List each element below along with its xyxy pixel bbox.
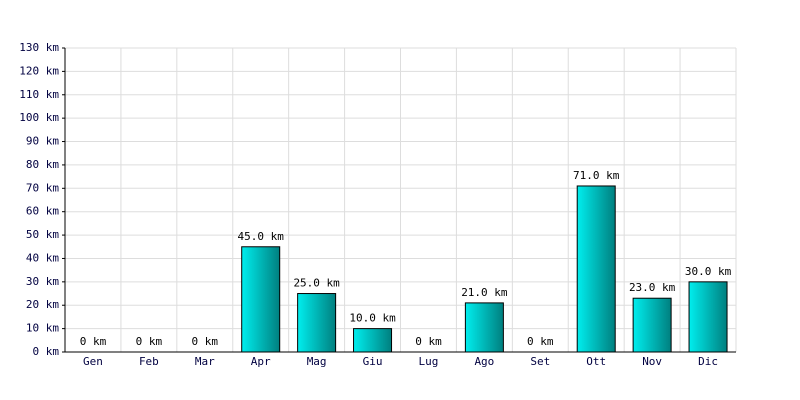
bar — [632, 297, 672, 353]
y-tick-label: 90 km — [26, 135, 59, 148]
y-tick-label: 30 km — [26, 275, 59, 288]
value-label: 10.0 km — [349, 312, 396, 325]
value-label: 23.0 km — [629, 281, 676, 294]
bar — [688, 281, 728, 353]
x-tick-label: Feb — [139, 355, 159, 368]
x-tick-label: Dic — [698, 355, 718, 368]
x-tick-label: Ago — [474, 355, 494, 368]
value-label: 0 km — [80, 335, 107, 348]
value-label: 30.0 km — [685, 265, 732, 278]
x-tick-label: Ott — [586, 355, 606, 368]
bar — [464, 302, 504, 353]
value-label: 45.0 km — [238, 230, 285, 243]
y-tick-label: 120 km — [19, 64, 59, 77]
y-tick-label: 70 km — [26, 181, 59, 194]
x-tick-label: Nov — [642, 355, 662, 368]
y-tick-label: 40 km — [26, 251, 59, 264]
value-label: 21.0 km — [461, 286, 508, 299]
y-tick-label: 80 km — [26, 158, 59, 171]
bar — [297, 293, 337, 353]
value-label: 0 km — [192, 335, 219, 348]
bar — [353, 328, 393, 353]
y-tick-label: 100 km — [19, 111, 59, 124]
y-tick-label: 10 km — [26, 322, 59, 335]
value-label: 71.0 km — [573, 169, 620, 182]
bar — [576, 185, 616, 353]
y-tick-label: 50 km — [26, 228, 59, 241]
y-tick-label: 60 km — [26, 205, 59, 218]
y-tick-label: 20 km — [26, 298, 59, 311]
value-label: 0 km — [527, 335, 554, 348]
x-tick-label: Giu — [363, 355, 383, 368]
bar — [241, 246, 281, 353]
x-tick-label: Set — [530, 355, 550, 368]
y-tick-label: 130 km — [19, 41, 59, 54]
x-tick-label: Apr — [251, 355, 271, 368]
y-tick-label: 0 km — [33, 345, 60, 358]
x-tick-label: Mar — [195, 355, 215, 368]
x-tick-label: Mag — [307, 355, 327, 368]
y-tick-label: 110 km — [19, 88, 59, 101]
value-label: 25.0 km — [293, 277, 340, 290]
value-label: 0 km — [136, 335, 163, 348]
x-tick-label: Lug — [419, 355, 439, 368]
value-label: 0 km — [415, 335, 442, 348]
x-tick-label: Gen — [83, 355, 103, 368]
